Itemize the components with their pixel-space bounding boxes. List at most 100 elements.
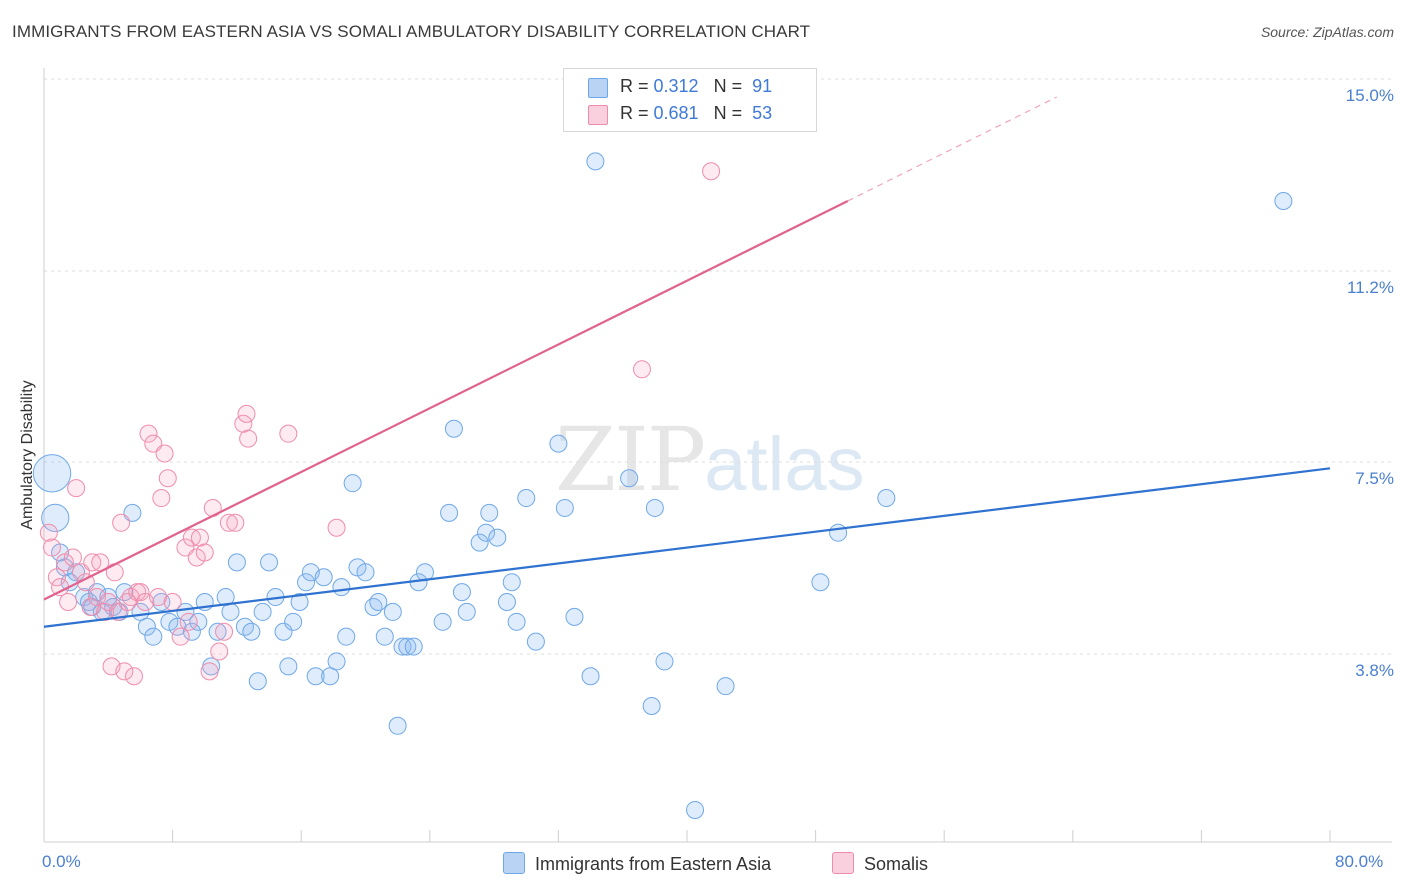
point-eastern-asia bbox=[216, 588, 235, 607]
y-tick-label: 7.5% bbox=[1355, 469, 1394, 488]
source-label: Source: ZipAtlas.com bbox=[1260, 24, 1394, 40]
point-somali bbox=[702, 162, 721, 181]
point-eastern-asia bbox=[144, 627, 163, 646]
point-somali bbox=[210, 642, 229, 661]
point-somali bbox=[200, 662, 219, 681]
point-somali bbox=[96, 602, 115, 621]
point-somali bbox=[234, 414, 253, 433]
point-eastern-asia bbox=[716, 677, 735, 696]
point-eastern-asia bbox=[581, 667, 600, 686]
point-eastern-asia bbox=[297, 573, 316, 592]
point-somali bbox=[171, 627, 190, 646]
point-eastern-asia bbox=[404, 637, 423, 656]
point-eastern-asia bbox=[470, 533, 489, 552]
point-somali bbox=[88, 588, 107, 607]
point-eastern-asia bbox=[314, 568, 333, 587]
chart-title: IMMIGRANTS FROM EASTERN ASIA VS SOMALI A… bbox=[12, 22, 811, 41]
legend-swatch-series1 bbox=[588, 78, 608, 98]
point-somali bbox=[99, 593, 118, 612]
point-somali bbox=[125, 667, 144, 686]
point-somali bbox=[226, 513, 245, 532]
legend-swatch-series2 bbox=[588, 105, 608, 125]
point-eastern-asia bbox=[620, 469, 639, 488]
point-somali bbox=[131, 583, 150, 602]
point-eastern-asia bbox=[440, 503, 459, 522]
point-eastern-asia bbox=[452, 583, 471, 602]
point-eastern-asia bbox=[284, 612, 303, 631]
point-eastern-asia bbox=[686, 800, 705, 819]
point-somali bbox=[67, 479, 86, 498]
legend: R = 0.312 N = 91 R = 0.681 N = 53 bbox=[563, 68, 817, 132]
point-somali bbox=[43, 538, 62, 557]
point-eastern-asia bbox=[444, 419, 463, 438]
point-eastern-asia bbox=[565, 607, 584, 626]
point-eastern-asia bbox=[642, 696, 661, 715]
point-eastern-asia bbox=[137, 617, 156, 636]
y-tick-label: 15.0% bbox=[1345, 86, 1394, 105]
point-eastern-asia bbox=[306, 667, 325, 686]
point-eastern-asia bbox=[189, 612, 208, 631]
point-eastern-asia bbox=[356, 563, 375, 582]
point-eastern-asia bbox=[274, 622, 293, 641]
point-eastern-asia bbox=[480, 503, 499, 522]
point-somali bbox=[155, 444, 174, 463]
point-somali bbox=[118, 593, 137, 612]
point-eastern-asia bbox=[375, 627, 394, 646]
point-somali bbox=[81, 597, 100, 616]
point-eastern-asia bbox=[586, 152, 605, 171]
point-eastern-asia bbox=[332, 578, 351, 597]
point-eastern-asia bbox=[388, 716, 407, 735]
point-eastern-asia bbox=[497, 593, 516, 612]
point-eastern-asia bbox=[645, 498, 664, 517]
point-somali bbox=[39, 523, 58, 542]
point-eastern-asia bbox=[811, 573, 830, 592]
point-eastern-asia bbox=[457, 602, 476, 621]
point-somali bbox=[115, 662, 134, 681]
point-eastern-asia bbox=[364, 597, 383, 616]
point-somali bbox=[237, 404, 256, 423]
bottom-legend-swatch-series2 bbox=[832, 852, 854, 874]
y-tick-label: 11.2% bbox=[1347, 278, 1394, 297]
point-eastern-asia bbox=[337, 627, 356, 646]
point-eastern-asia bbox=[369, 593, 388, 612]
point-somali bbox=[51, 578, 70, 597]
trendline-somali bbox=[43, 199, 849, 601]
point-eastern-asia bbox=[168, 617, 187, 636]
point-somali bbox=[149, 588, 168, 607]
point-eastern-asia bbox=[517, 489, 536, 508]
point-eastern-asia bbox=[182, 622, 201, 641]
point-eastern-asia bbox=[208, 622, 227, 641]
watermark-zip: ZIP bbox=[555, 408, 706, 511]
point-somali bbox=[632, 360, 651, 379]
y-tick-label: 3.8% bbox=[1355, 661, 1394, 680]
y-axis-label: Ambulatory Disability bbox=[19, 380, 36, 530]
point-eastern-asia bbox=[321, 667, 340, 686]
point-somali bbox=[327, 518, 346, 537]
point-somali bbox=[279, 424, 298, 443]
bottom-legend-label-series2: Somalis bbox=[864, 854, 929, 874]
bottom-legend-series2: Somalis bbox=[832, 852, 928, 875]
x-tick-label: 0.0% bbox=[42, 852, 81, 871]
point-eastern-asia bbox=[507, 612, 526, 631]
point-eastern-asia bbox=[227, 553, 246, 572]
point-eastern-asia bbox=[32, 454, 72, 493]
point-somali bbox=[63, 548, 82, 567]
point-eastern-asia bbox=[383, 602, 402, 621]
legend-text-series2: R = 0.681 N = 53 bbox=[620, 103, 773, 123]
point-eastern-asia bbox=[221, 602, 240, 621]
point-somali bbox=[139, 424, 158, 443]
point-eastern-asia bbox=[549, 434, 568, 453]
point-somali bbox=[190, 528, 209, 547]
point-eastern-asia bbox=[327, 652, 346, 671]
point-eastern-asia bbox=[655, 652, 674, 671]
point-eastern-asia bbox=[242, 622, 261, 641]
watermark: ZIPatlas bbox=[555, 408, 865, 511]
bottom-legend-label-series1: Immigrants from Eastern Asia bbox=[535, 854, 772, 874]
point-somali bbox=[59, 593, 78, 612]
point-eastern-asia bbox=[555, 498, 574, 517]
point-somali bbox=[112, 513, 131, 532]
point-eastern-asia bbox=[433, 612, 452, 631]
point-eastern-asia bbox=[290, 593, 309, 612]
point-eastern-asia bbox=[176, 602, 195, 621]
